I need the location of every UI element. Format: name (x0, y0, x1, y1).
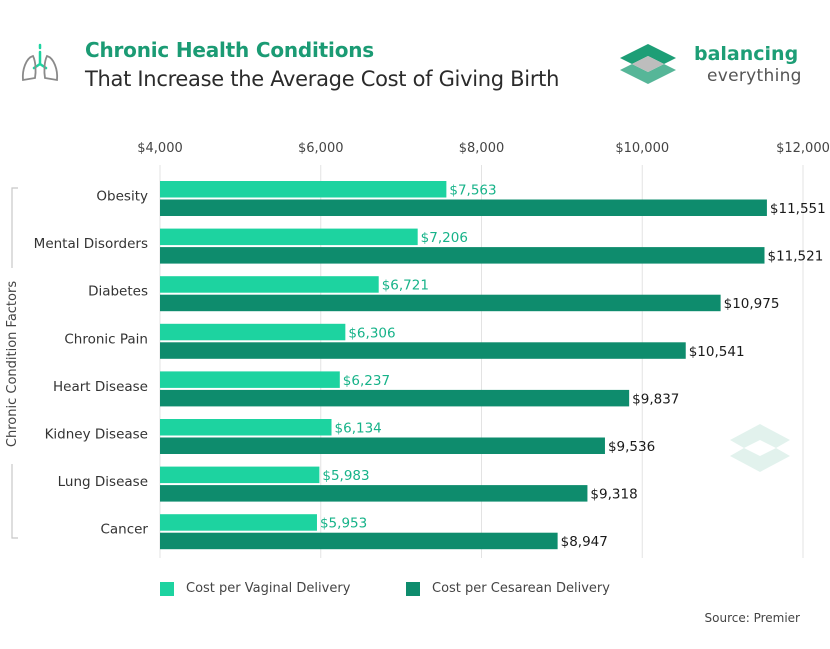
value-label-vaginal: $5,983 (322, 468, 369, 484)
chart-title: Chronic Health Conditions (85, 38, 374, 62)
value-label-cesarean: $9,837 (632, 391, 679, 407)
value-label-vaginal: $5,953 (320, 516, 367, 532)
x-tick-label: $4,000 (137, 141, 183, 156)
bar-cesarean (160, 532, 558, 550)
bar-cesarean (160, 437, 605, 454)
legend-cesarean-label: Cost per Cesarean Delivery (432, 581, 610, 596)
category-label: Lung Disease (58, 474, 148, 490)
value-label-cesarean: $10,975 (724, 296, 780, 312)
legend-vaginal-label: Cost per Vaginal Delivery (186, 581, 351, 596)
brand-name-line1: balancing (694, 43, 799, 65)
x-tick-label: $10,000 (615, 141, 669, 156)
value-label-vaginal: $6,237 (343, 373, 390, 389)
bar-vaginal (160, 181, 447, 198)
value-label-cesarean: $11,551 (770, 201, 826, 217)
legend-cesarean: Cost per Cesarean Delivery (406, 581, 610, 596)
value-label-cesarean: $10,541 (689, 344, 745, 360)
category-label: Kidney Disease (45, 427, 148, 443)
legend-vaginal: Cost per Vaginal Delivery (160, 581, 350, 596)
bar-cesarean (160, 389, 630, 407)
category-label: Heart Disease (53, 379, 148, 395)
category-label: Cancer (100, 522, 148, 538)
x-tick-label: $6,000 (298, 141, 344, 156)
bar-vaginal (160, 371, 340, 388)
value-label-vaginal: $7,563 (449, 183, 496, 199)
bar-cesarean (160, 199, 767, 216)
bar-vaginal (160, 514, 317, 531)
bar-vaginal (160, 323, 346, 341)
bar-vaginal (160, 228, 418, 246)
value-label-cesarean: $9,536 (608, 439, 655, 455)
bar-vaginal (160, 419, 332, 436)
x-tick-label: $12,000 (776, 141, 830, 156)
lungs-icon (21, 43, 59, 82)
chart-subtitle: That Increase the Average Cost of Giving… (85, 67, 560, 91)
value-label-cesarean: $8,947 (561, 534, 608, 550)
bar-vaginal (160, 466, 320, 484)
brand-name-line2: everything (707, 66, 802, 86)
value-label-cesarean: $9,318 (590, 487, 637, 503)
bar-cesarean (160, 485, 588, 502)
category-label: Mental Disorders (34, 236, 148, 252)
source-note: Source: Premier (704, 611, 801, 625)
y-axis-label: Chronic Condition Factors (5, 281, 20, 447)
value-label-vaginal: $6,134 (335, 421, 382, 437)
value-label-vaginal: $6,306 (348, 325, 395, 341)
bar-vaginal (160, 276, 379, 293)
bar-cesarean (160, 294, 721, 312)
value-label-cesarean: $11,521 (768, 249, 824, 265)
bar-cesarean (160, 342, 686, 359)
watermark-logo-icon (730, 424, 790, 472)
value-label-vaginal: $7,206 (421, 230, 468, 246)
category-label: Chronic Pain (64, 331, 148, 347)
legend-cesarean-swatch (406, 581, 420, 596)
category-label: Obesity (96, 189, 148, 205)
bar-cesarean (160, 247, 765, 264)
legend-vaginal-swatch (160, 581, 174, 596)
balancing-everything-logo (620, 44, 676, 84)
x-tick-label: $8,000 (459, 141, 505, 156)
value-label-vaginal: $6,721 (382, 278, 429, 294)
category-label: Diabetes (88, 284, 148, 300)
